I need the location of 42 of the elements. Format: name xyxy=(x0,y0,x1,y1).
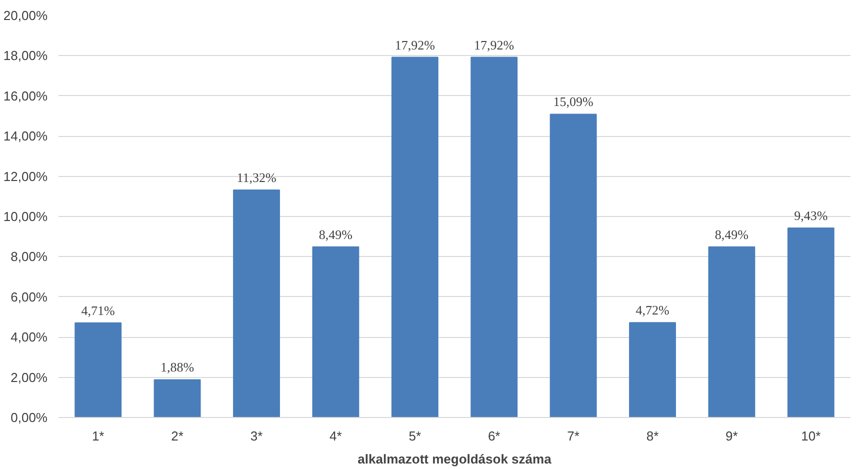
bar xyxy=(391,56,438,418)
bar xyxy=(154,379,201,418)
data-label: 9,43% xyxy=(794,208,828,223)
y-tick-label: 14,00% xyxy=(3,128,48,144)
bar xyxy=(74,322,122,418)
x-tick-label: 8* xyxy=(646,428,659,444)
data-label: 11,32% xyxy=(236,170,276,185)
data-label: 8,49% xyxy=(714,226,749,242)
x-tick-label: 4* xyxy=(330,428,342,444)
data-label: 17,92% xyxy=(394,37,436,52)
x-tick-label: 3* xyxy=(250,428,263,444)
data-label: 1,88% xyxy=(160,360,194,375)
data-label: 4,72% xyxy=(636,302,670,318)
y-tick-label: 2,00% xyxy=(10,370,48,385)
data-label: 17,92% xyxy=(474,37,514,52)
x-tick-label: 2* xyxy=(171,428,184,444)
data-label: 15,09% xyxy=(553,94,594,110)
bar xyxy=(312,246,360,418)
bar xyxy=(708,246,756,418)
y-tick-label: 0,00% xyxy=(10,410,48,425)
x-tick-label: 7* xyxy=(567,428,580,444)
x-tick-label: 10* xyxy=(801,428,821,444)
y-tick-label: 10,00% xyxy=(3,209,48,224)
x-axis-title: alkalmazott megoldások száma xyxy=(358,452,552,466)
y-tick-label: 4,00% xyxy=(10,330,48,345)
data-label: 4,71% xyxy=(81,302,116,318)
y-tick-label: 12,00% xyxy=(3,168,48,184)
x-tick-label: 9* xyxy=(726,428,738,444)
bar xyxy=(470,56,518,418)
bar xyxy=(550,114,597,418)
y-tick-label: 20,00% xyxy=(3,8,48,23)
x-tick-label: 5* xyxy=(408,428,422,444)
data-label: 8,49% xyxy=(318,226,353,242)
y-tick-label: 8,00% xyxy=(10,249,48,264)
x-tick-label: 6* xyxy=(488,428,500,444)
bar xyxy=(787,227,834,418)
bar xyxy=(629,322,676,418)
x-tick-label: 1* xyxy=(92,428,104,444)
y-tick-label: 6,00% xyxy=(10,289,48,304)
y-tick-label: 16,00% xyxy=(3,88,48,104)
bar xyxy=(233,189,280,418)
y-tick-label: 18,00% xyxy=(3,48,48,64)
